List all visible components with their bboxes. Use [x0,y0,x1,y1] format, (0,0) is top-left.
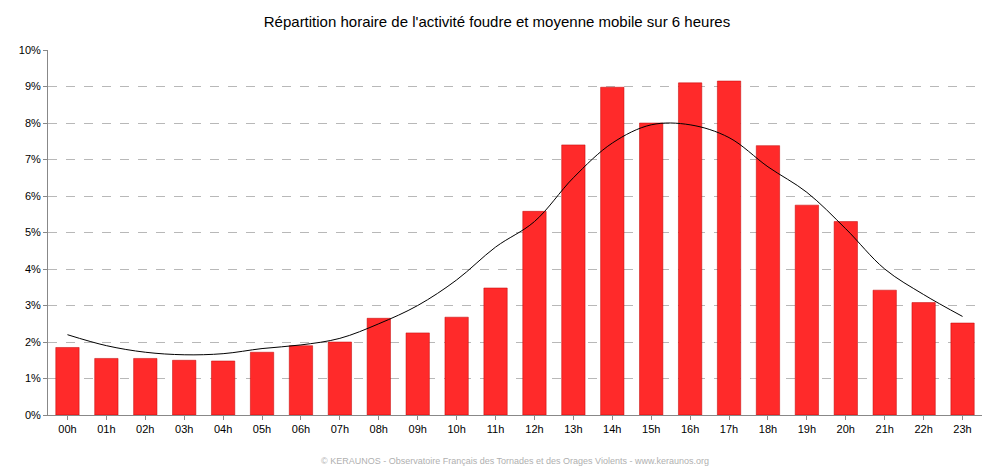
svg-text:9%: 9% [25,80,41,92]
svg-text:07h: 07h [331,423,349,435]
svg-text:22h: 22h [914,423,932,435]
svg-text:08h: 08h [370,423,388,435]
svg-text:4%: 4% [25,263,41,275]
svg-text:20h: 20h [837,423,855,435]
svg-text:09h: 09h [409,423,427,435]
svg-text:19h: 19h [798,423,816,435]
svg-text:02h: 02h [136,423,154,435]
svg-text:01h: 01h [97,423,115,435]
svg-text:10h: 10h [447,423,465,435]
svg-text:10%: 10% [19,44,41,56]
svg-text:© KERAUNOS - Observatoire Fran: © KERAUNOS - Observatoire Français des T… [321,456,709,466]
svg-text:11h: 11h [487,423,505,435]
svg-text:15h: 15h [642,423,660,435]
svg-text:05h: 05h [253,423,271,435]
svg-text:14h: 14h [603,423,621,435]
svg-text:17h: 17h [720,423,738,435]
svg-text:5%: 5% [25,226,41,238]
svg-text:04h: 04h [214,423,232,435]
svg-text:3%: 3% [25,299,41,311]
svg-text:0%: 0% [25,409,41,421]
svg-text:2%: 2% [25,336,41,348]
svg-text:23h: 23h [953,423,971,435]
svg-text:8%: 8% [25,117,41,129]
svg-text:03h: 03h [175,423,193,435]
svg-text:Répartition horaire de l'activ: Répartition horaire de l'activité foudre… [264,13,730,30]
svg-text:1%: 1% [25,372,41,384]
svg-text:16h: 16h [681,423,699,435]
svg-text:13h: 13h [564,423,582,435]
svg-text:7%: 7% [25,153,41,165]
svg-text:6%: 6% [25,190,41,202]
svg-text:06h: 06h [292,423,310,435]
svg-text:00h: 00h [58,423,76,435]
svg-text:12h: 12h [525,423,543,435]
svg-text:18h: 18h [759,423,777,435]
svg-text:21h: 21h [876,423,894,435]
